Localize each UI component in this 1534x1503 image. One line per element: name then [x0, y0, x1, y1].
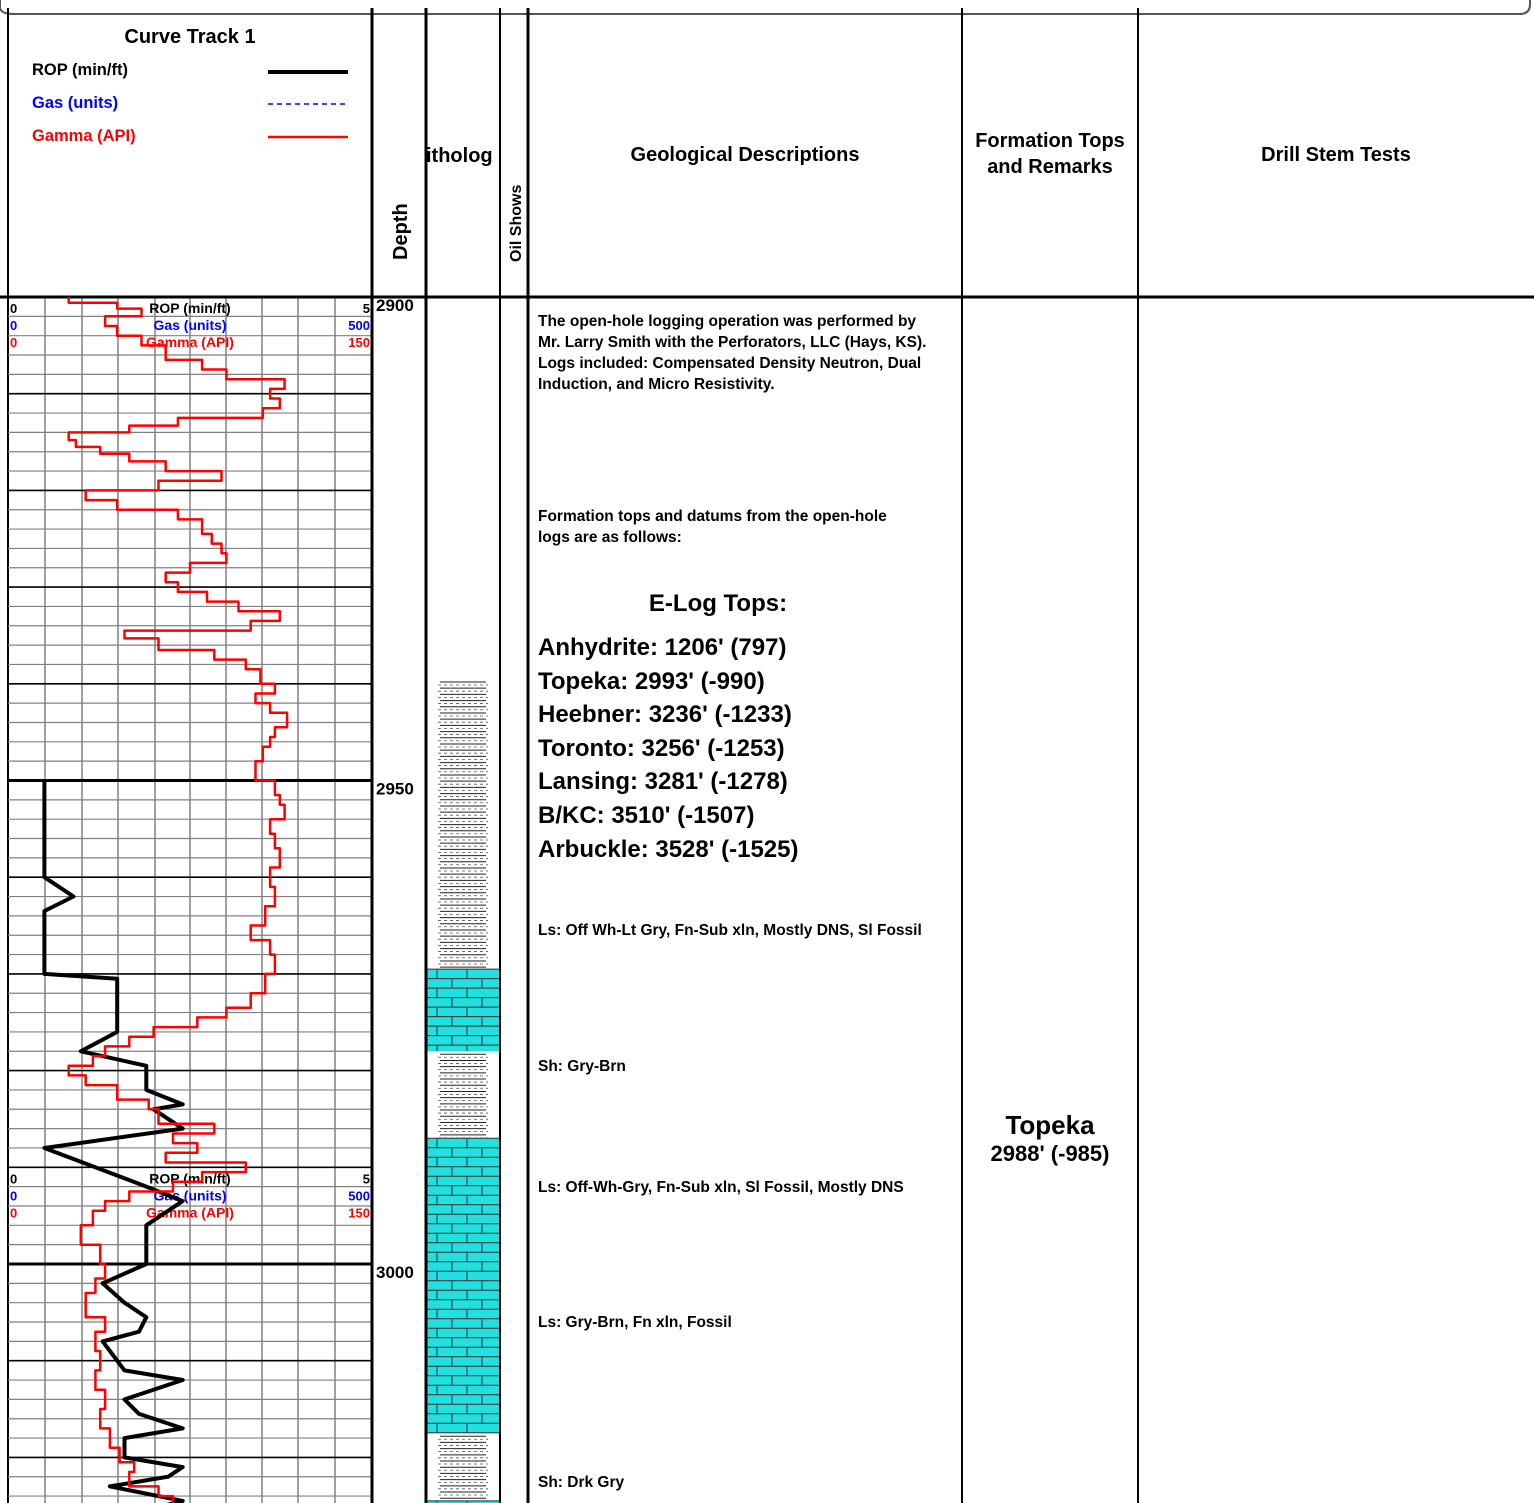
- scale-name: ROP (min/ft): [149, 300, 230, 316]
- elog-top-item: B/KC: 3510' (-1507): [538, 801, 755, 829]
- formation-top-marker: Topeka 2988' (-985): [962, 1110, 1138, 1168]
- curve-grid: [8, 295, 372, 1503]
- scale-max: 5: [363, 1171, 370, 1186]
- formation-top-name: Topeka: [1005, 1109, 1095, 1140]
- elog-tops-title: E-Log Tops:: [648, 590, 788, 617]
- logging-description: The open-hole logging operation was perf…: [538, 313, 927, 393]
- lithology-description: Ls: Off Wh-Lt Gry, Fn-Sub xln, Mostly DN…: [538, 922, 922, 940]
- formation-tops-header: Formation Tops and Remarks: [975, 130, 1125, 178]
- drill-stem-header: Drill Stem Tests: [1261, 144, 1411, 166]
- lithology-description: Sh: Drk Gry: [538, 1473, 625, 1491]
- limestone-fill: [426, 1500, 500, 1503]
- curve-track-title: Curve Track 1: [124, 26, 256, 48]
- scale-max: 500: [348, 318, 370, 333]
- scale-name: Gamma (API): [146, 1204, 234, 1220]
- scale-name: Gamma (API): [146, 334, 234, 350]
- scale-min: 0: [10, 301, 17, 316]
- elog-tops-list: Anhydrite: 1206' (797) Topeka: 2993' (-9…: [538, 631, 799, 866]
- elog-top-item: Arbuckle: 3528' (-1525): [538, 835, 799, 863]
- scale-max: 500: [348, 1188, 370, 1203]
- elog-top-item: Lansing: 3281' (-1278): [538, 768, 788, 796]
- formation-top-datum: 2988' (-985): [990, 1140, 1110, 1166]
- scale-min: 0: [10, 318, 17, 333]
- depth-label: 2900: [376, 296, 414, 315]
- elog-top-item: Topeka: 2993' (-990): [538, 667, 765, 695]
- legend-gas-label: Gas (units): [32, 94, 119, 112]
- scale-min: 0: [10, 335, 17, 350]
- geo-desc-header: Geological Descriptions: [630, 144, 860, 166]
- lithology-description: Ls: Off-Wh-Gry, Fn-Sub xln, Sl Fossil, M…: [538, 1178, 904, 1196]
- lithology-limestone: [426, 968, 500, 1052]
- scale-name: ROP (min/ft): [149, 1170, 230, 1186]
- depth-header: Depth: [390, 203, 412, 260]
- legend-gamma-label: Gamma (API): [32, 127, 136, 145]
- lithology-shale: [438, 1053, 488, 1139]
- lithology-limestone: [426, 1137, 500, 1434]
- scale-max: 5: [363, 301, 370, 316]
- rop-curve: [42, 780, 185, 1503]
- oil-shows-header: Oil Shows: [508, 185, 525, 262]
- scale-min: 0: [10, 1205, 17, 1220]
- tops-intro: Formation tops and datums from the open-…: [538, 508, 887, 546]
- lithology-shale: [438, 1435, 488, 1499]
- scale-header: 0 ROP (min/ft) 5 0 Gas (units) 500 0 Gamma (API…: [10, 300, 370, 350]
- scale-max: 150: [348, 335, 370, 350]
- depth-label: 3000: [376, 1263, 414, 1282]
- scale-min: 0: [10, 1171, 17, 1186]
- depth-label: 2950: [376, 780, 414, 799]
- scale-min: 0: [10, 1188, 17, 1203]
- scale-name: Gas (units): [153, 317, 226, 333]
- limestone-fill: [426, 1138, 500, 1434]
- legend-rop-label: ROP (min/ft): [32, 61, 128, 79]
- limestone-fill: [426, 969, 500, 1052]
- lithology-limestone: [426, 1500, 500, 1503]
- scale-max: 150: [348, 1205, 370, 1220]
- lithology-header: itholog: [426, 145, 493, 167]
- gamma-curve: [67, 297, 289, 1503]
- lithology-shale: [438, 681, 488, 968]
- top-frame: [0, 0, 1531, 15]
- lithology-description: Ls: Gry-Brn, Fn xln, Fossil: [538, 1314, 732, 1332]
- elog-top-item: Heebner: 3236' (-1233): [538, 701, 792, 729]
- elog-top-item: Toronto: 3256' (-1253): [538, 734, 785, 762]
- lithology-description: Sh: Gry-Brn: [538, 1057, 626, 1075]
- elog-top-item: Anhydrite: 1206' (797): [538, 634, 787, 661]
